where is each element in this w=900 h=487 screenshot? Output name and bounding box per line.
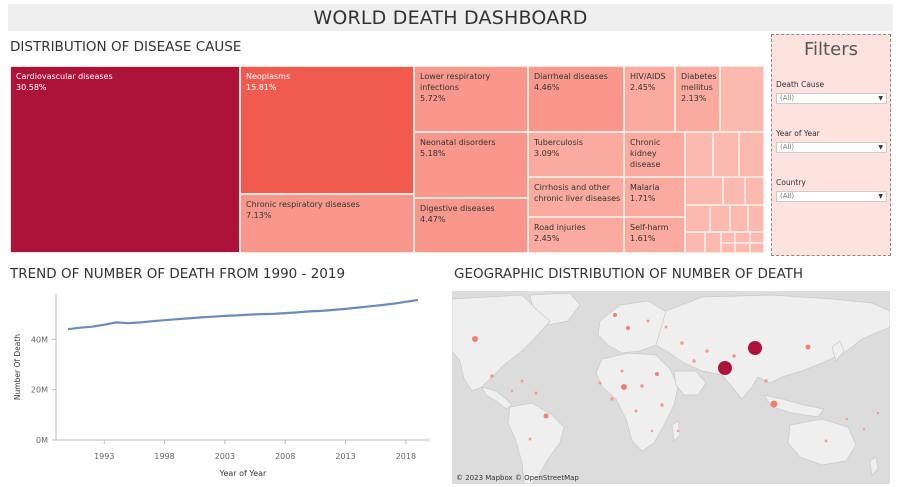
treemap-tile-small[interactable]: [723, 177, 745, 205]
treemap-tile[interactable]: Cirrhosis and other chronic liver diseas…: [528, 177, 624, 217]
treemap-tile-small[interactable]: [750, 232, 764, 243]
y-tick-label: 40M: [31, 335, 48, 344]
treemap-tile-small[interactable]: [750, 243, 764, 253]
x-tick-label: 2013: [335, 452, 355, 461]
treemap-tile-label: Digestive diseases 4.47%: [420, 204, 495, 224]
treemap-tile-label: Chronic kidney disease: [630, 138, 661, 169]
north-america-shape: [452, 294, 551, 392]
treemap-tile-small[interactable]: [739, 132, 764, 177]
treemap-tile-small[interactable]: [730, 205, 748, 232]
asia-shape: [655, 294, 890, 400]
japan-shape: [831, 340, 845, 362]
treemap-tile[interactable]: Malaria 1.71%: [624, 177, 685, 217]
treemap-tile-label: Diabetes mellitus 2.13%: [681, 72, 717, 103]
x-tick-label: 1993: [94, 452, 114, 461]
x-tick-label: 2003: [215, 452, 235, 461]
x-tick-label: 2008: [275, 452, 295, 461]
treemap-tile-small[interactable]: [748, 205, 764, 232]
treemap-tile-small[interactable]: [745, 177, 764, 205]
map-title: GEOGRAPHIC DISTRIBUTION OF NUMBER OF DEA…: [454, 266, 804, 282]
treemap-tile-label: Malaria 1.71%: [630, 183, 660, 203]
africa-shape: [595, 352, 679, 452]
filter-year-select[interactable]: (All) ▼: [776, 142, 887, 153]
treemap-tile-small[interactable]: [720, 66, 764, 132]
treemap-tile[interactable]: Tuberculosis 3.09%: [528, 132, 624, 177]
dropdown-arrow-icon: ▼: [878, 193, 883, 200]
treemap-title: DISTRIBUTION OF DISEASE CAUSE: [10, 39, 242, 55]
treemap-tile[interactable]: Diabetes mellitus 2.13%: [675, 66, 720, 132]
arabia-shape: [673, 370, 707, 396]
land-masses: [452, 292, 890, 484]
treemap-tile-label: Cirrhosis and other chronic liver diseas…: [534, 183, 621, 203]
map-credit: © 2023 Mapbox © OpenStreetMap: [456, 474, 579, 482]
geographic-map[interactable]: © 2023 Mapbox © OpenStreetMap: [452, 291, 890, 484]
world-map-svg: [452, 292, 890, 484]
filter-country-select[interactable]: (All) ▼: [776, 191, 887, 202]
filter-death-cause-select[interactable]: (All) ▼: [776, 93, 887, 104]
treemap-tile-small[interactable]: [713, 132, 739, 177]
treemap-tile-label: Chronic respiratory diseases 7.13%: [246, 200, 360, 220]
treemap-tile[interactable]: Digestive diseases 4.47%: [414, 198, 528, 253]
treemap-tile-small[interactable]: [721, 232, 735, 243]
treemap-tile-label: Road injuries 2.45%: [534, 223, 586, 243]
treemap-tile-label: Neoplasms 15.81%: [246, 72, 291, 92]
treemap-tile-small[interactable]: [685, 232, 705, 253]
dashboard-title-bar: WORLD DEATH DASHBOARD: [8, 4, 893, 31]
death-trend-line-chart: 0M 20M 40M 1993 1998 2003 2008 2013 2018 Year of …: [13, 294, 430, 478]
filters-panel: Filters Death Cause (All) ▼ Year of Year…: [771, 34, 891, 256]
treemap-tile-label: Self-harm 1.61%: [630, 223, 669, 243]
treemap-tile-small[interactable]: [685, 177, 723, 205]
australia-shape: [787, 418, 857, 466]
treemap-tile-small[interactable]: [705, 232, 721, 253]
treemap-tile[interactable]: Self-harm 1.61%: [624, 217, 685, 253]
dropdown-arrow-icon: ▼: [878, 144, 883, 151]
dashboard-title: WORLD DEATH DASHBOARD: [313, 7, 588, 29]
treemap-tile[interactable]: Chronic kidney disease: [624, 132, 685, 177]
disease-cause-treemap: Cardiovascular diseases 30.58% Neoplasms …: [10, 66, 764, 253]
treemap-tile-label: HIV/AIDS 2.45%: [630, 72, 666, 92]
madagascar-shape: [671, 420, 681, 442]
x-tick-label: 2018: [396, 452, 416, 461]
treemap-tile[interactable]: Neoplasms 15.81%: [240, 66, 414, 194]
y-axis-label: Number Of Death: [13, 334, 22, 400]
treemap-tile[interactable]: Diarrheal diseases 4.46%: [528, 66, 624, 132]
south-america-shape: [507, 402, 565, 484]
treemap-tile[interactable]: Cardiovascular diseases 30.58%: [10, 66, 240, 253]
treemap-tile-label: Diarrheal diseases 4.46%: [534, 72, 608, 92]
treemap-tile-label: Cardiovascular diseases 30.58%: [16, 72, 113, 92]
filter-country-label: Country: [776, 178, 806, 187]
treemap-tile-small[interactable]: [685, 205, 710, 232]
filter-death-cause-label: Death Cause: [776, 80, 825, 89]
treemap-tile-small[interactable]: [735, 232, 750, 243]
treemap-tile-label: Lower respiratory infections 5.72%: [420, 72, 491, 103]
x-axis-label: Year of Year: [219, 469, 267, 478]
se-asia-islands-shape: [763, 394, 825, 418]
treemap-tile[interactable]: HIV/AIDS 2.45%: [624, 66, 675, 132]
series-line: [67, 298, 419, 331]
treemap-tile-small[interactable]: [710, 205, 730, 232]
x-tick-label: 1998: [154, 452, 174, 461]
treemap-tile-label: Tuberculosis 3.09%: [534, 138, 583, 158]
y-tick-label: 0M: [36, 436, 48, 445]
y-tick-label: 20M: [31, 386, 48, 395]
treemap-tile[interactable]: Neonatal disorders 5.18%: [414, 132, 528, 198]
treemap-tile-small[interactable]: [735, 243, 750, 253]
filter-year-label: Year of Year: [776, 129, 820, 138]
treemap-tile-small[interactable]: [721, 243, 735, 253]
dropdown-arrow-icon: ▼: [878, 95, 883, 102]
death-bubbles: [472, 313, 880, 443]
treemap-tile[interactable]: Lower respiratory infections 5.72%: [414, 66, 528, 132]
filter-year-value: (All): [780, 143, 795, 151]
filter-country-value: (All): [780, 192, 795, 200]
filter-death-cause-value: (All): [780, 94, 795, 102]
treemap-tile-small[interactable]: [685, 132, 713, 177]
new-zealand-shape: [869, 456, 879, 476]
central-america-shape: [481, 386, 513, 410]
treemap-tile[interactable]: Road injuries 2.45%: [528, 217, 624, 253]
filters-title: Filters: [804, 39, 858, 60]
line-chart-title: TREND OF NUMBER OF DEATH FROM 1990 - 201…: [10, 266, 346, 282]
treemap-tile-label: Neonatal disorders 5.18%: [420, 138, 496, 158]
treemap-tile[interactable]: Chronic respiratory diseases 7.13%: [240, 194, 414, 253]
